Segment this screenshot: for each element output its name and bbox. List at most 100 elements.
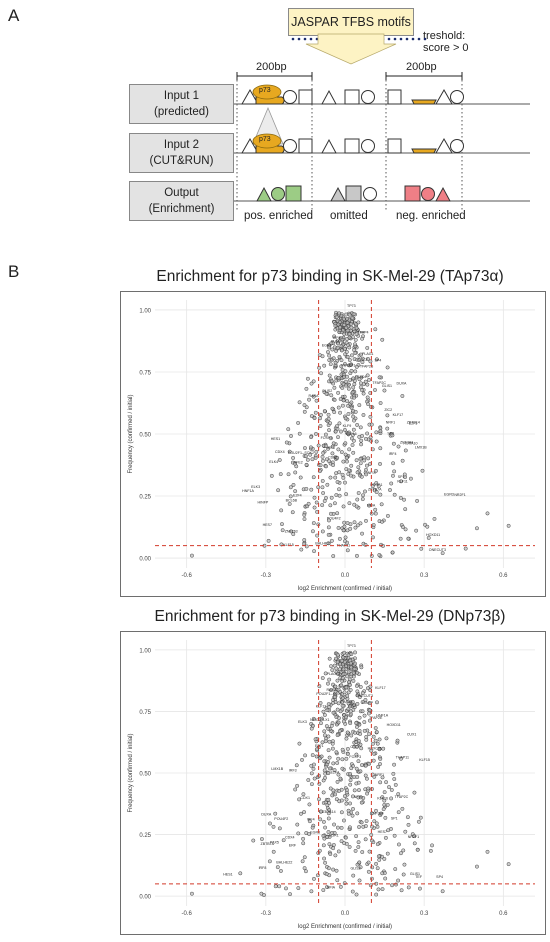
point-label: ONECUT3 [429, 548, 446, 552]
data-point [360, 850, 365, 854]
data-point [355, 701, 360, 706]
data-point [338, 410, 342, 415]
data-point [309, 487, 314, 492]
data-point [277, 458, 282, 462]
data-point [360, 691, 365, 695]
data-point [391, 441, 396, 446]
data-point [334, 666, 339, 671]
data-point [344, 788, 349, 792]
data-point [485, 511, 490, 516]
data-point [337, 421, 342, 426]
point-label: ZIC2 [384, 408, 392, 412]
data-point [357, 403, 362, 408]
point-label: EGR4 [322, 344, 332, 348]
data-point [348, 688, 353, 692]
data-point [373, 468, 378, 473]
data-point [357, 728, 362, 733]
point-label: BCL6B [286, 499, 298, 503]
point-label: ZNF384 [400, 441, 413, 445]
data-point [349, 325, 354, 330]
data-point [374, 481, 379, 485]
p73-label-input1: p73 [259, 87, 271, 94]
data-point [344, 383, 348, 388]
data-point [269, 473, 274, 478]
data-point [324, 872, 329, 876]
threshold-line2: score > 0 [423, 42, 469, 54]
data-point [335, 707, 340, 712]
data-point [351, 670, 356, 675]
data-point [374, 439, 379, 444]
data-point [367, 761, 372, 766]
data-point [345, 548, 350, 553]
data-point [355, 689, 360, 694]
data-point [358, 425, 363, 430]
y-tick-label: 0.75 [139, 370, 151, 376]
data-point [329, 393, 334, 398]
data-point [312, 416, 317, 421]
data-point [359, 388, 364, 393]
data-point [337, 325, 342, 330]
data-point [349, 733, 354, 738]
data-point [347, 468, 352, 473]
data-point [326, 525, 331, 530]
data-point [364, 680, 369, 685]
data-point [396, 810, 401, 815]
data-point [384, 736, 389, 741]
data-point [327, 459, 332, 464]
data-point [297, 797, 302, 802]
data-point [376, 887, 381, 892]
data-point [384, 780, 389, 785]
data-point [312, 495, 317, 500]
data-point [403, 507, 408, 512]
data-point [331, 846, 336, 851]
data-point [333, 689, 338, 694]
data-point [373, 726, 378, 730]
data-point [313, 455, 318, 460]
point-label: ERF [357, 330, 365, 334]
data-point [296, 421, 301, 425]
data-point [329, 511, 333, 516]
data-point [363, 698, 368, 702]
data-point [275, 865, 280, 870]
data-point [327, 353, 332, 358]
data-point [287, 449, 292, 454]
motif-dot [291, 37, 295, 41]
data-point [359, 474, 364, 479]
data-point [356, 465, 361, 470]
plot2-svg: 1.00 0.75 0.50 0.25 0.00 -0.6 -0.3 0.0 0.3 0.6 log… [128, 640, 535, 930]
data-point [330, 746, 335, 751]
data-point [376, 854, 381, 859]
point-label: NFIX [354, 795, 363, 799]
data-point [332, 334, 337, 339]
data-point [309, 381, 314, 386]
point-label: EGR3 [444, 492, 454, 496]
data-point [380, 871, 385, 876]
data-point [342, 794, 347, 799]
data-point [388, 488, 392, 492]
data-point [310, 457, 315, 462]
data-point [367, 849, 372, 854]
data-point [347, 335, 352, 340]
data-point [320, 529, 325, 534]
data-point [327, 677, 332, 682]
data-point [390, 550, 395, 555]
point-label: SP1 [391, 816, 398, 820]
data-point [190, 891, 194, 896]
data-point [294, 763, 299, 768]
data-point [337, 311, 342, 316]
x-tick-label: 0.3 [420, 911, 429, 917]
data-point [311, 394, 316, 399]
panel-a-letter: A [8, 6, 20, 25]
point-label: GLIS2 [322, 389, 332, 393]
data-point [414, 528, 419, 533]
data-point [342, 394, 347, 399]
data-point [373, 738, 378, 743]
data-point [350, 316, 355, 320]
point-label: ELK3 [298, 720, 307, 724]
data-point [301, 792, 306, 797]
data-point [353, 351, 358, 355]
data-point [295, 822, 300, 827]
data-point [383, 815, 388, 820]
data-point [302, 512, 307, 517]
data-point [351, 674, 356, 679]
